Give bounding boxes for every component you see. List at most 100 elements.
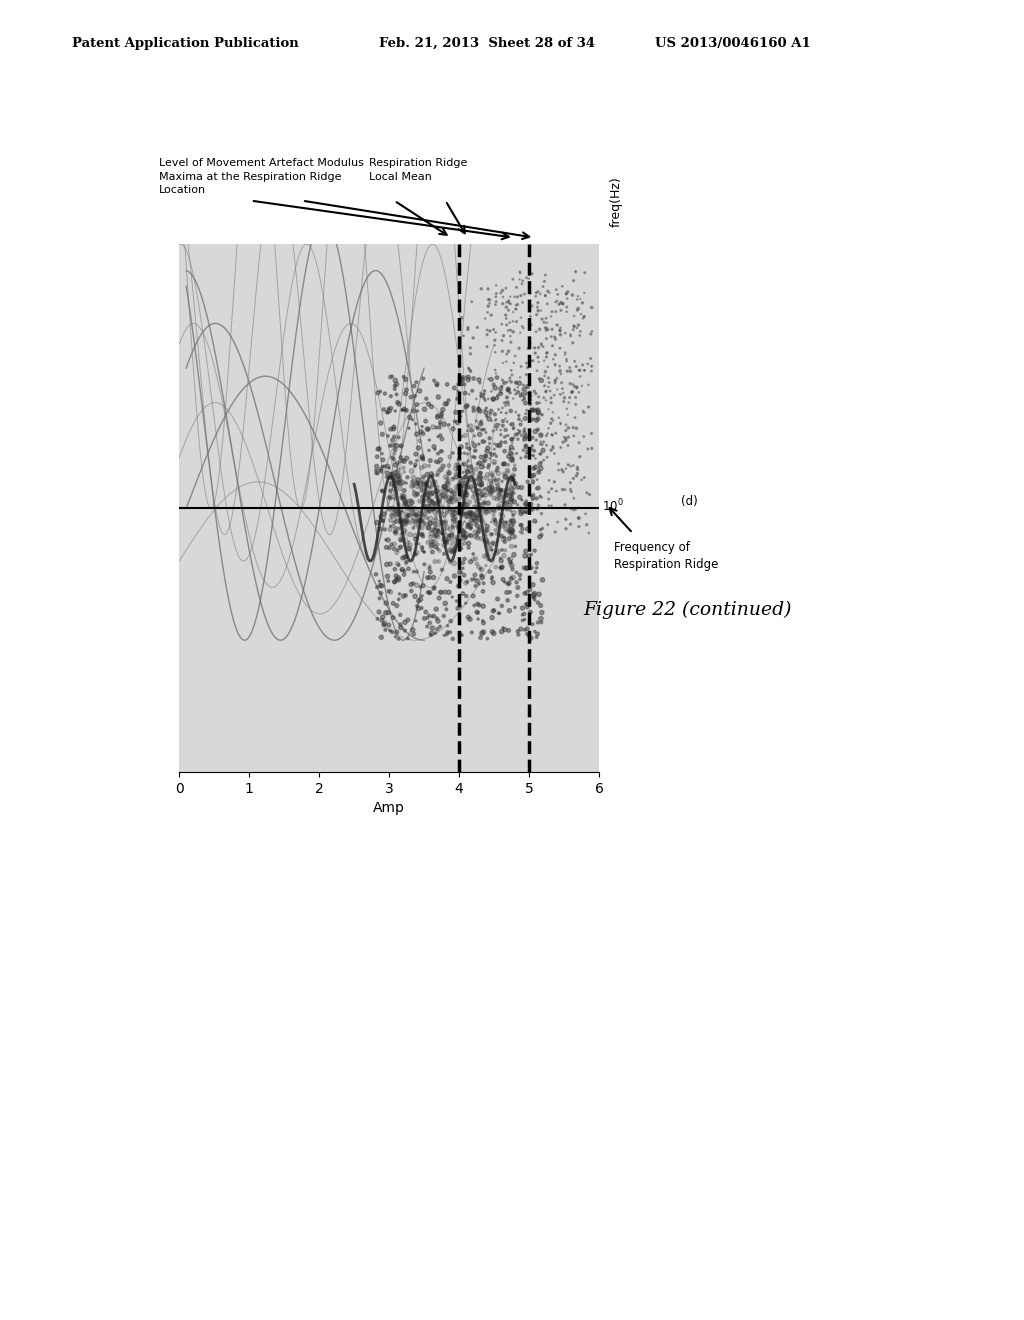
Point: [534, 309, 550, 330]
Point: [437, 480, 454, 502]
Point: [458, 504, 474, 525]
Point: [473, 446, 489, 467]
Point: [494, 557, 510, 578]
Point: [519, 582, 536, 603]
Point: [506, 491, 522, 512]
Point: [402, 387, 419, 408]
Point: [518, 376, 535, 397]
Point: [539, 434, 555, 455]
Point: [440, 478, 457, 499]
Point: [455, 401, 471, 422]
Point: [562, 479, 579, 500]
Point: [390, 459, 407, 480]
Point: [383, 535, 399, 556]
Point: [500, 480, 516, 502]
Point: [368, 462, 384, 483]
Point: [500, 479, 516, 500]
Point: [419, 616, 435, 638]
Point: [528, 627, 545, 648]
Point: [541, 399, 557, 420]
Point: [490, 498, 507, 519]
Point: [484, 622, 501, 643]
Point: [460, 506, 476, 527]
Point: [534, 370, 550, 391]
Point: [410, 510, 426, 531]
Point: [387, 558, 403, 579]
Point: [402, 535, 419, 556]
Point: [441, 529, 458, 550]
Point: [432, 616, 449, 638]
Point: [539, 446, 555, 467]
Point: [373, 461, 389, 482]
Point: [544, 424, 560, 445]
Point: [547, 354, 563, 375]
Point: [423, 478, 439, 499]
Point: [518, 492, 535, 513]
Point: [497, 392, 513, 413]
Point: [548, 422, 564, 444]
Point: [410, 469, 426, 490]
Point: [516, 389, 532, 411]
Point: [503, 475, 519, 496]
Point: [473, 413, 489, 434]
Point: [436, 624, 453, 645]
Point: [467, 503, 483, 524]
Point: [502, 484, 518, 506]
Point: [467, 446, 483, 467]
Point: [439, 480, 456, 502]
Point: [408, 454, 424, 475]
Point: [490, 495, 507, 516]
Point: [506, 286, 522, 308]
Point: [387, 440, 403, 461]
Point: [488, 367, 505, 388]
Point: [443, 541, 460, 562]
Point: [454, 515, 470, 536]
Point: [449, 527, 465, 548]
Point: [414, 503, 430, 524]
Point: [442, 622, 459, 643]
Point: [416, 609, 432, 630]
Point: [511, 500, 527, 521]
Point: [470, 521, 486, 543]
Point: [481, 480, 498, 502]
Point: [565, 271, 582, 292]
Point: [541, 488, 557, 510]
Point: [390, 568, 407, 589]
Point: [483, 524, 500, 545]
Point: [469, 527, 485, 548]
Point: [387, 511, 403, 532]
Point: [475, 430, 492, 451]
Point: [489, 434, 506, 455]
Point: [507, 536, 523, 557]
Point: [477, 513, 494, 535]
Point: [471, 494, 487, 515]
Point: [422, 582, 438, 603]
Point: [452, 314, 468, 335]
Point: [496, 480, 512, 502]
Point: [389, 507, 406, 528]
Point: [488, 409, 505, 430]
Point: [575, 426, 592, 447]
Point: [535, 276, 551, 297]
Point: [414, 479, 430, 500]
Point: [498, 484, 514, 506]
Point: [572, 366, 589, 387]
Point: [461, 533, 477, 554]
Point: [426, 436, 442, 457]
Point: [564, 381, 581, 403]
Point: [536, 350, 552, 371]
Point: [571, 360, 588, 381]
Point: [373, 412, 389, 433]
Point: [459, 461, 475, 482]
Point: [424, 623, 440, 644]
Point: [531, 486, 548, 507]
Point: [519, 496, 536, 517]
Point: [373, 458, 389, 479]
Point: [495, 453, 511, 474]
Point: [556, 387, 572, 408]
Point: [506, 417, 522, 438]
Point: [390, 569, 407, 590]
Point: [503, 319, 519, 341]
Point: [473, 470, 489, 491]
Point: [444, 516, 461, 537]
